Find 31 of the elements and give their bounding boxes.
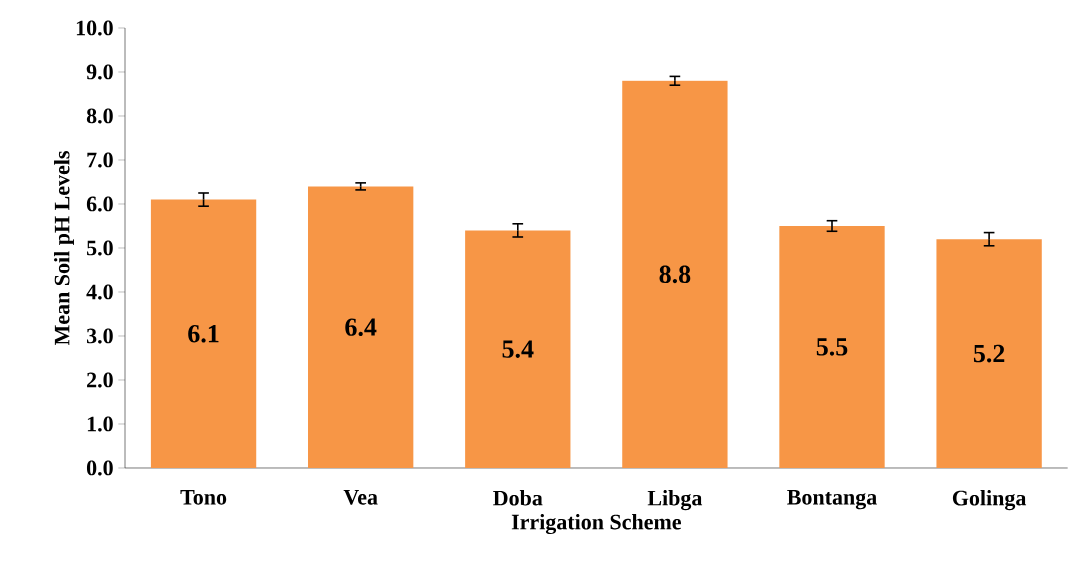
y-axis-title: Mean Soil pH Levels [54,151,74,346]
y-tick-label: 10.0 [76,20,113,36]
data-label: 5.5 [816,338,848,356]
y-tick-label: 6.0 [86,196,113,212]
y-tick-label: 7.0 [87,152,113,168]
bar [779,225,885,468]
data-label: 6.1 [188,325,219,343]
bar [308,186,414,468]
y-tick-label: 8.0 [86,108,113,124]
x-tick-label: Golinga [952,490,1027,511]
bar [622,80,728,468]
bar [936,239,1042,468]
y-tick-label: 0.0 [86,460,113,476]
x-axis-title: Irrigation Scheme [511,513,681,535]
bar [150,199,257,468]
data-label: 5.2 [973,344,1005,363]
x-tick-label: Bontanga [787,490,877,510]
data-label: 8.8 [659,265,691,284]
bar [465,230,571,468]
x-tick-label: Doba [493,490,543,506]
y-tick-label: 5.0 [87,240,113,256]
y-tick-label: 2.0 [87,372,113,388]
y-tick-label: 1.0 [87,416,113,432]
x-tick-label: Libga [647,490,703,511]
data-label: 6.4 [345,318,377,336]
x-tick-label: Vea [343,490,378,505]
y-tick-label: 3.0 [86,328,113,344]
y-tick-label: 9.0 [86,64,113,80]
y-tick-label: 4.0 [86,284,113,300]
x-tick-label: Tono [180,490,227,505]
data-label: 5.4 [502,340,534,358]
